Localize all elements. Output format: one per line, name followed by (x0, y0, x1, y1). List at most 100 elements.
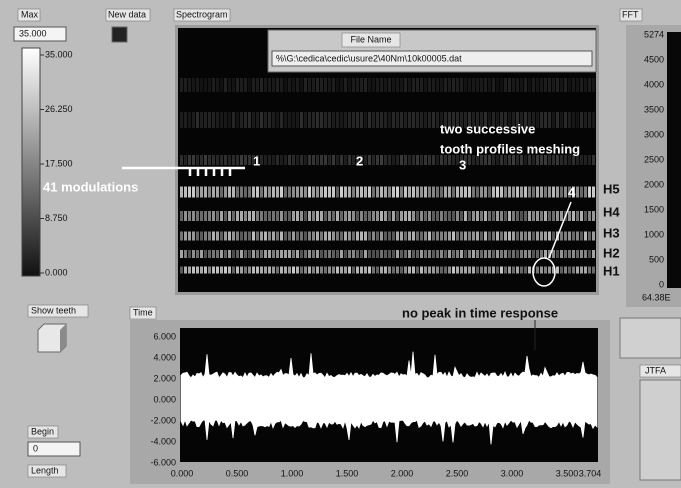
spectro-cell (212, 187, 215, 198)
spectro-cell (488, 155, 491, 165)
spectro-cell (428, 232, 431, 241)
spectro-cell (324, 78, 327, 92)
spectro-cell (592, 250, 595, 258)
spectro-cell (312, 112, 315, 128)
spectro-cell (184, 211, 187, 221)
spectro-cell (324, 250, 327, 258)
spectro-cell (572, 155, 575, 165)
spectro-cell (228, 250, 231, 258)
spectro-cell (412, 267, 415, 274)
spectro-cell (232, 250, 235, 258)
spectro-cell (192, 112, 195, 128)
spectro-cell (356, 232, 359, 241)
spectro-cell (488, 211, 491, 221)
spectro-cell (300, 112, 303, 128)
spectro-cell (376, 232, 379, 241)
spectro-cell (348, 232, 351, 241)
y-tick-label: 2.000 (153, 373, 176, 383)
spectro-cell (328, 211, 331, 221)
spectro-cell (188, 267, 191, 274)
tool-palette[interactable] (620, 318, 681, 358)
spectro-cell (180, 78, 183, 92)
spectro-cell (432, 155, 435, 165)
spectro-cell (572, 112, 575, 128)
begin-value: 0 (33, 443, 38, 453)
spectro-cell (520, 211, 523, 221)
spectro-cell (320, 250, 323, 258)
spectro-cell (340, 250, 343, 258)
spectro-cell (424, 187, 427, 198)
spectro-cell (444, 250, 447, 258)
spectro-cell (312, 187, 315, 198)
modulations-note: 41 modulations (43, 179, 138, 194)
spectro-cell (388, 250, 391, 258)
spectro-cell (192, 155, 195, 165)
spectro-cell (376, 78, 379, 92)
spectro-cell (576, 232, 579, 241)
spectro-cell (580, 232, 583, 241)
spectro-cell (228, 112, 231, 128)
spectro-cell (420, 187, 423, 198)
spectro-cell (212, 78, 215, 92)
spectro-cell (480, 232, 483, 241)
spectro-cell (232, 155, 235, 165)
spectro-cell (300, 211, 303, 221)
y-tick-label: -6.000 (150, 457, 176, 467)
spectro-cell (416, 211, 419, 221)
spectro-cell (548, 267, 551, 274)
spectro-cell (228, 155, 231, 165)
spectro-cell (380, 155, 383, 165)
spectro-cell (340, 267, 343, 274)
spectro-cell (428, 267, 431, 274)
spectro-cell (404, 155, 407, 165)
spectro-cell (304, 78, 307, 92)
spectro-cell (540, 155, 543, 165)
spectro-cell (388, 232, 391, 241)
spectro-cell (436, 211, 439, 221)
x-tick-label: 3.000 (501, 468, 524, 478)
x-tick-label: 1.000 (281, 468, 304, 478)
spectro-cell (224, 187, 227, 198)
spectro-cell (520, 232, 523, 241)
spectro-cell (576, 155, 579, 165)
spectro-cell (268, 78, 271, 92)
spectro-cell (196, 112, 199, 128)
spectro-cell (436, 232, 439, 241)
spectro-cell (284, 112, 287, 128)
spectro-cell (396, 155, 399, 165)
spectro-cell (588, 187, 591, 198)
spectro-cell (592, 187, 595, 198)
spectro-cell (372, 250, 375, 258)
spectro-cell (372, 155, 375, 165)
spectro-cell (448, 155, 451, 165)
spectro-cell (284, 250, 287, 258)
spectro-cell (488, 78, 491, 92)
scale-tick-label: 35.000 (45, 49, 73, 59)
spectro-cell (520, 250, 523, 258)
led[interactable] (112, 27, 127, 42)
spectro-cell (400, 232, 403, 241)
spectro-cell (272, 155, 275, 165)
spectro-cell (584, 250, 587, 258)
spectro-cell (216, 232, 219, 241)
spectro-cell (532, 211, 535, 221)
spectro-cell (508, 155, 511, 165)
y-tick-label: -2.000 (150, 415, 176, 425)
spectro-cell (420, 267, 423, 274)
spectro-cell (536, 211, 539, 221)
spectro-cell (384, 78, 387, 92)
spectro-cell (588, 267, 591, 274)
spectro-cell (468, 211, 471, 221)
spectro-cell (224, 267, 227, 274)
spectro-cell (484, 78, 487, 92)
spectro-cell (564, 267, 567, 274)
spectro-cell (316, 211, 319, 221)
spectro-cell (204, 211, 207, 221)
spectro-cell (344, 187, 347, 198)
spectro-cell (468, 267, 471, 274)
spectro-cell (524, 250, 527, 258)
spectro-cell (252, 267, 255, 274)
spectro-cell (552, 187, 555, 198)
spectro-cell (336, 78, 339, 92)
spectro-cell (448, 267, 451, 274)
